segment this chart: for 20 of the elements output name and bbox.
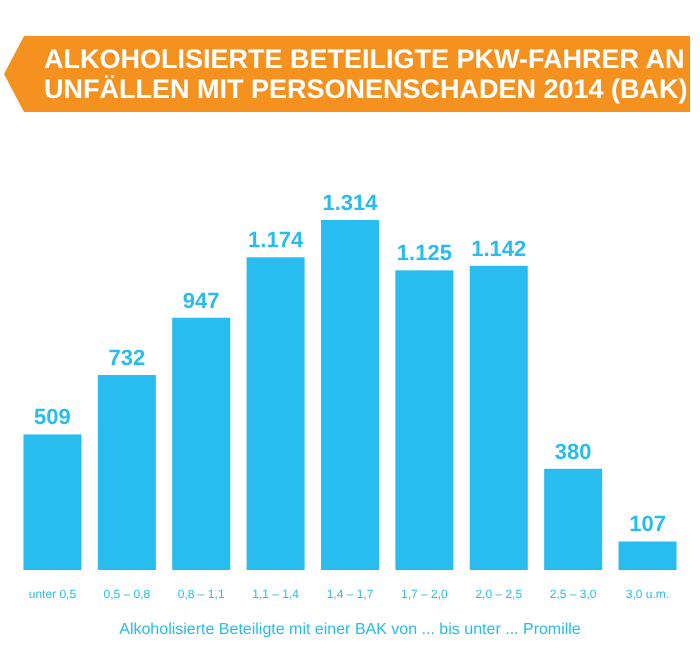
data-label: 1.174	[248, 229, 305, 254]
data-label: 947	[182, 289, 220, 314]
data-label: 1.142	[471, 237, 527, 262]
data-label: 1.314	[322, 192, 380, 216]
bar	[395, 270, 454, 570]
bar	[544, 468, 603, 570]
bar	[246, 257, 305, 570]
data-label: 732	[108, 347, 146, 372]
data-label: 1.125	[396, 242, 452, 267]
data-label: 107	[629, 513, 666, 538]
bar	[172, 317, 231, 570]
bar	[618, 541, 677, 570]
bar	[23, 434, 82, 570]
bar	[469, 265, 528, 570]
chart-title: ALKOHOLISIERTE BETEILIGTE PKW-FAHRER AN UNFÄLLEN MIT PERSONENSCHADEN 2014 (BAK)	[44, 44, 688, 104]
bar	[320, 220, 380, 570]
bar	[97, 375, 156, 570]
x-axis-title: Alkoholisierte Beteiligte mit einer BAK von ... bis unter ... Promille	[119, 620, 582, 638]
data-label: 380	[554, 440, 592, 465]
data-label: 509	[34, 406, 71, 431]
